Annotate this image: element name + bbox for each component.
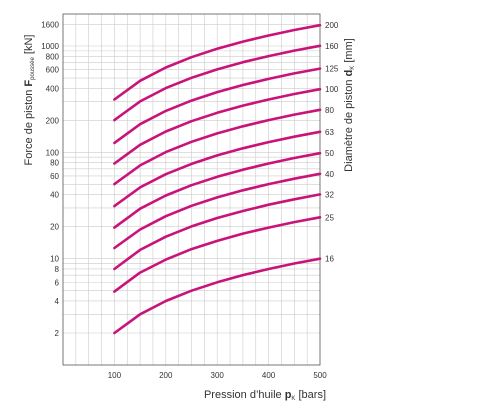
- y-tick-label: 600: [46, 66, 60, 75]
- series-line-50: [113, 151, 322, 229]
- x-tick-label: 500: [313, 371, 327, 380]
- series-line-125: [113, 67, 322, 145]
- series-label-63: 63: [325, 128, 334, 137]
- series-label-50: 50: [325, 149, 334, 158]
- y-tick-label: 200: [46, 116, 60, 125]
- y-tick-label: 10: [50, 255, 59, 264]
- x-tick-label: 300: [211, 371, 225, 380]
- series-label-16: 16: [325, 255, 334, 264]
- series-line-160: [113, 44, 322, 122]
- series-line-16: [113, 257, 322, 335]
- series-label-100: 100: [325, 85, 339, 94]
- y-tick-label: 800: [46, 52, 60, 61]
- series-line-200: [113, 23, 322, 101]
- series-line-100: [113, 87, 322, 165]
- series-label-160: 160: [325, 42, 339, 51]
- y-tick-label: 80: [50, 159, 59, 168]
- y-tick-label: 40: [50, 191, 59, 200]
- series-label-25: 25: [325, 213, 334, 222]
- series-line-80: [113, 108, 322, 186]
- y-tick-label: 400: [46, 84, 60, 93]
- series-line-25: [113, 216, 322, 293]
- series-label-32: 32: [325, 190, 334, 199]
- series-label-125: 125: [325, 65, 339, 74]
- y2-axis-title: Diamètre de piston dK [mm]: [343, 38, 356, 172]
- vertical-grid: [75, 14, 308, 365]
- y-tick-label: 2: [55, 329, 60, 338]
- x-axis-title: Pression d’huile pK [bars]: [204, 389, 326, 402]
- series-line-63: [113, 130, 322, 208]
- series-label-80: 80: [325, 106, 334, 115]
- series-labels: 16 25 32 40 50 63 80 100 125 160 200: [325, 21, 339, 264]
- series-label-200: 200: [325, 21, 339, 30]
- y-tick-label: 1600: [41, 20, 59, 29]
- x-tick-label: 400: [262, 371, 276, 380]
- x-tick-labels: 100 200 300 400 500: [108, 371, 327, 380]
- x-tick-label: 100: [108, 371, 122, 380]
- series-lines: [113, 23, 322, 335]
- y-tick-label: 8: [55, 265, 60, 274]
- series-line-40: [113, 172, 322, 250]
- y-axis-title: Force de piston Fpoussée [kN]: [23, 35, 36, 166]
- series-label-40: 40: [325, 170, 334, 179]
- y-tick-label: 100: [46, 148, 60, 157]
- plot-frame: [62, 13, 321, 366]
- x-tick-label: 200: [159, 371, 173, 380]
- series-line-32: [113, 193, 322, 271]
- y-tick-label: 20: [50, 223, 59, 232]
- y-tick-label: 1000: [41, 42, 59, 51]
- y-tick-label: 60: [50, 172, 59, 181]
- y-tick-label: 6: [55, 278, 60, 287]
- y-tick-label: 4: [55, 297, 60, 306]
